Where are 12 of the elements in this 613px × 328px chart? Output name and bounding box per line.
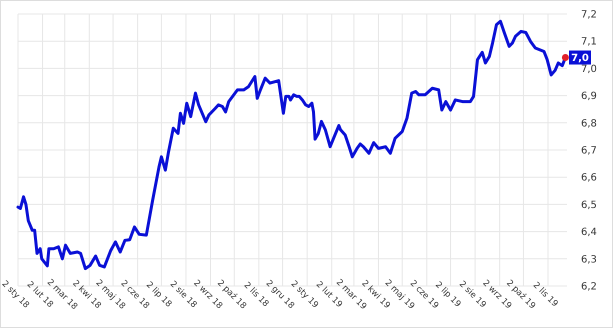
y-tick-label: 6,7 [581, 146, 597, 156]
y-tick-label: 6,3 [581, 254, 597, 266]
y-tick-label: 6,8 [581, 118, 597, 130]
y-tick-label: 6,4 [581, 227, 597, 238]
y-tick-label: 6,9 [581, 91, 597, 102]
y-tick-label: 6,2 [581, 282, 597, 292]
annotation: 7,0 [571, 53, 589, 64]
y-tick-label: 6,6 [581, 172, 597, 184]
y-tick-label: 7,2 [581, 10, 597, 20]
y-tick-label: 6,5 [581, 200, 597, 211]
y-tick-label: 7,1 [581, 36, 597, 48]
y-tick-label: 7,0 [581, 64, 597, 75]
